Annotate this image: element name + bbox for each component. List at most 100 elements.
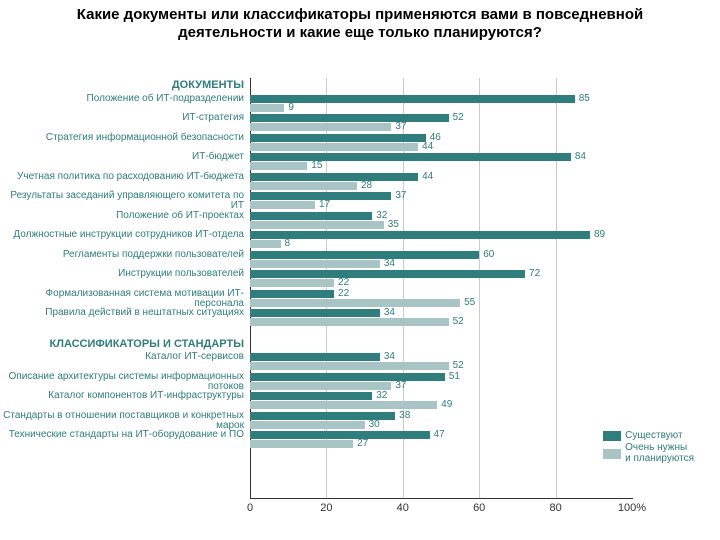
bar-value: 28 bbox=[361, 181, 372, 191]
bar-value: 44 bbox=[422, 172, 433, 182]
bar-value: 38 bbox=[399, 411, 410, 421]
bar-value: 8 bbox=[285, 239, 291, 249]
bar-exist bbox=[250, 231, 590, 239]
row-label: Инструкции пользователей bbox=[0, 269, 244, 279]
bar-planned bbox=[250, 260, 380, 268]
bar-planned bbox=[250, 299, 460, 307]
gridline bbox=[556, 78, 557, 498]
bar-value: 9 bbox=[288, 103, 294, 113]
legend: Существуют Очень нужны и планируются bbox=[603, 430, 694, 466]
x-tick-label: 60 bbox=[473, 502, 485, 514]
bar-exist bbox=[250, 134, 426, 142]
row-label: Положение об ИТ-подразделении bbox=[0, 94, 244, 104]
row-label: Учетная политика по расходованию ИТ-бюдж… bbox=[0, 172, 244, 182]
bar-exist bbox=[250, 212, 372, 220]
bar-planned bbox=[250, 182, 357, 190]
bar-value: 72 bbox=[529, 269, 540, 279]
bar-value: 47 bbox=[434, 430, 445, 440]
bar-exist bbox=[250, 431, 430, 439]
x-tick-label: 80 bbox=[549, 502, 561, 514]
bar-planned bbox=[250, 401, 437, 409]
row-label: Стратегия информационной безопасности bbox=[0, 133, 244, 143]
bar-planned bbox=[250, 123, 391, 131]
bar-planned bbox=[250, 279, 334, 287]
row-label: ИТ-бюджет bbox=[0, 152, 244, 162]
bar-value: 44 bbox=[422, 142, 433, 152]
x-tick-label: 40 bbox=[397, 502, 409, 514]
legend-item-1: Очень нужны и планируются bbox=[603, 443, 694, 464]
bar-value: 37 bbox=[395, 381, 406, 391]
row-label: Каталог ИТ-сервисов bbox=[0, 352, 244, 362]
bar-value: 55 bbox=[464, 298, 475, 308]
bar-value: 85 bbox=[579, 94, 590, 104]
bar-value: 27 bbox=[357, 439, 368, 449]
bar-exist bbox=[250, 392, 372, 400]
bar-value: 37 bbox=[395, 122, 406, 132]
legend-swatch-1 bbox=[603, 449, 621, 459]
bar-planned bbox=[250, 421, 365, 429]
bar-planned bbox=[250, 143, 418, 151]
bar-exist bbox=[250, 309, 380, 317]
bar-value: 52 bbox=[453, 317, 464, 327]
bar-exist bbox=[250, 290, 334, 298]
row-label: Регламенты поддержки пользователей bbox=[0, 250, 244, 260]
legend-label-1: Очень нужны и планируются bbox=[625, 443, 694, 464]
bar-value: 34 bbox=[384, 259, 395, 269]
bar-exist bbox=[250, 114, 449, 122]
section-header: КЛАССИФИКАТОРЫ И СТАНДАРТЫ bbox=[0, 339, 244, 350]
row-label: Технические стандарты на ИТ-оборудование… bbox=[0, 430, 244, 440]
bar-value: 84 bbox=[575, 152, 586, 162]
bar-value: 60 bbox=[483, 250, 494, 260]
chart-title: Какие документы или классификаторы приме… bbox=[0, 0, 720, 44]
bar-value: 34 bbox=[384, 308, 395, 318]
bar-planned bbox=[250, 362, 449, 370]
legend-label-0: Существуют bbox=[625, 430, 682, 441]
bar-planned bbox=[250, 221, 384, 229]
legend-item-0: Существуют bbox=[603, 430, 694, 441]
section-header: ДОКУМЕНТЫ bbox=[0, 80, 244, 91]
bar-value: 15 bbox=[311, 161, 322, 171]
bar-exist bbox=[250, 173, 418, 181]
bar-exist bbox=[250, 153, 571, 161]
x-tick-label: 0 bbox=[247, 502, 253, 514]
row-label: Каталог компонентов ИТ-инфраструктуры bbox=[0, 391, 244, 401]
row-label: Должностные инструкции сотрудников ИТ-от… bbox=[0, 230, 244, 240]
bar-value: 51 bbox=[449, 372, 460, 382]
bar-planned bbox=[250, 382, 391, 390]
legend-swatch-0 bbox=[603, 431, 621, 441]
x-tick-label-end: 100% bbox=[618, 502, 646, 514]
bar-value: 89 bbox=[594, 230, 605, 240]
bar-exist bbox=[250, 270, 525, 278]
row-label: Правила действий в нештатных ситуациях bbox=[0, 308, 244, 318]
bar-value: 35 bbox=[388, 220, 399, 230]
bar-planned bbox=[250, 201, 315, 209]
bar-exist bbox=[250, 95, 575, 103]
row-label: Формализованная система мотивации ИТ-пер… bbox=[0, 289, 244, 309]
bar-value: 32 bbox=[376, 391, 387, 401]
bar-value: 17 bbox=[319, 200, 330, 210]
bar-planned bbox=[250, 240, 281, 248]
gridline bbox=[479, 78, 480, 498]
bar-value: 34 bbox=[384, 352, 395, 362]
bar-exist bbox=[250, 251, 479, 259]
bar-value: 49 bbox=[441, 400, 452, 410]
bar-value: 52 bbox=[453, 361, 464, 371]
row-label: Описание архитектуры системы информацион… bbox=[0, 372, 244, 392]
row-label: ИТ-стратегия bbox=[0, 113, 244, 123]
bar-value: 22 bbox=[338, 278, 349, 288]
bar-value: 52 bbox=[453, 113, 464, 123]
bar-exist bbox=[250, 353, 380, 361]
row-label: Стандарты в отношении поставщиков и конк… bbox=[0, 411, 244, 431]
bar-value: 22 bbox=[338, 289, 349, 299]
bar-planned bbox=[250, 318, 449, 326]
bar-planned bbox=[250, 104, 284, 112]
bar-value: 37 bbox=[395, 191, 406, 201]
chart-container: Существуют Очень нужны и планируются 020… bbox=[0, 78, 712, 528]
bar-value: 30 bbox=[369, 420, 380, 430]
bar-planned bbox=[250, 440, 353, 448]
bar-value: 32 bbox=[376, 211, 387, 221]
row-label: Положение об ИТ-проектах bbox=[0, 211, 244, 221]
row-label: Результаты заседаний управляющего комите… bbox=[0, 191, 244, 211]
bar-exist bbox=[250, 373, 445, 381]
bar-planned bbox=[250, 162, 307, 170]
